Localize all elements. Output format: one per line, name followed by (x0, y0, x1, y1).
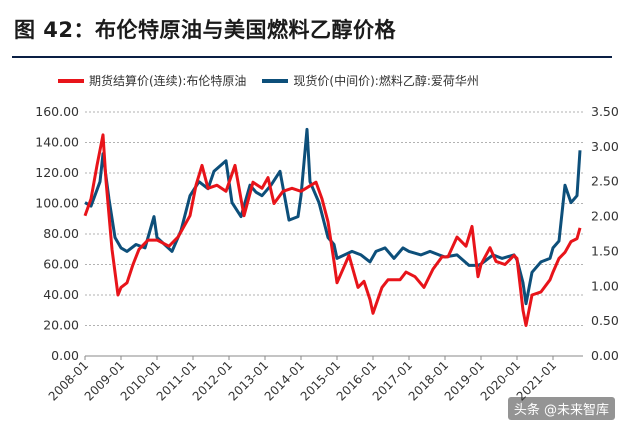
y-left-tick-label: 0.00 (51, 348, 79, 363)
legend-swatch-brent (58, 78, 84, 83)
y-left-tick-label: 140.00 (35, 135, 79, 150)
series-line-brent (83, 133, 582, 327)
y-right-tick-label: 0.50 (591, 313, 619, 328)
legend-label-brent: 期货结算价(连续):布伦特原油 (89, 74, 247, 88)
watermark: 头条 @未来智库 (507, 397, 615, 420)
y-left-tick-label: 60.00 (43, 257, 79, 272)
y-right-tick-label: 1.00 (591, 278, 619, 293)
y-left-tick-label: 20.00 (43, 318, 79, 333)
y-left-tick-label: 40.00 (43, 287, 79, 302)
legend-label-ethanol: 现货价(中间价):燃料乙醇:爱荷华州 (293, 74, 479, 88)
y-right-tick-label: 1.50 (591, 243, 619, 258)
y-left-tick-label: 120.00 (35, 165, 79, 180)
chart-legend: 期货结算价(连续):布伦特原油 现货价(中间价):燃料乙醇:爱荷华州 (58, 72, 495, 89)
chart-title: 图 42：布伦特原油与美国燃料乙醇价格 (14, 18, 397, 42)
y-right-tick-label: 0.00 (591, 348, 619, 363)
y-right-tick-label: 3.50 (591, 104, 619, 119)
y-right-tick-label: 2.50 (591, 174, 619, 189)
legend-item-ethanol: 现货价(中间价):燃料乙醇:爱荷华州 (262, 72, 479, 89)
y-right-tick-label: 2.00 (591, 209, 619, 224)
legend-item-brent: 期货结算价(连续):布伦特原油 (58, 72, 246, 89)
title-rule (12, 56, 612, 58)
y-left-tick-label: 160.00 (35, 104, 79, 119)
y-left-tick-label: 100.00 (35, 196, 79, 211)
legend-swatch-ethanol (262, 78, 289, 83)
y-right-tick-label: 3.00 (591, 139, 619, 154)
series-line-ethanol (84, 127, 582, 306)
y-left-tick-label: 80.00 (43, 226, 79, 241)
